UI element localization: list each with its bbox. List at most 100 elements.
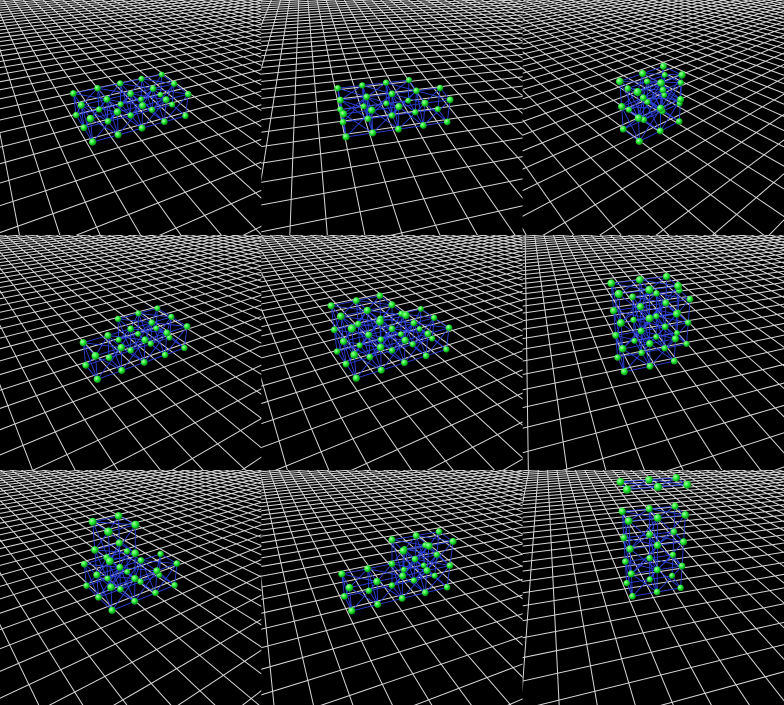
node <box>657 79 665 87</box>
node <box>416 326 423 332</box>
grid-line <box>261 235 453 260</box>
panel-background <box>0 470 262 705</box>
grid-line <box>0 470 38 475</box>
wire-edge <box>391 90 417 95</box>
grid-line <box>522 509 784 540</box>
wire-edge <box>407 80 410 101</box>
wire-edge <box>119 567 121 590</box>
wire-edge <box>184 94 189 116</box>
node <box>88 517 97 526</box>
wire-edge <box>362 84 393 95</box>
wire-edge <box>624 365 651 373</box>
wire-edge <box>343 341 371 358</box>
node <box>117 80 124 87</box>
wire-edge <box>618 293 650 319</box>
node <box>69 90 77 97</box>
wire-edge <box>404 355 427 364</box>
wire-edge <box>610 283 615 311</box>
grid-line <box>522 470 752 487</box>
wire-edge <box>120 581 141 590</box>
node <box>388 536 396 544</box>
wire-edge <box>627 81 648 89</box>
node <box>131 549 140 558</box>
grid-line <box>0 0 169 19</box>
node <box>139 102 147 110</box>
node <box>614 354 621 361</box>
node <box>405 77 413 84</box>
node <box>182 112 189 120</box>
wire-edge <box>620 481 659 488</box>
node <box>388 325 396 333</box>
node <box>431 314 438 321</box>
node <box>338 570 346 578</box>
node <box>683 340 690 348</box>
node <box>141 336 149 344</box>
wire-edge <box>426 565 451 572</box>
node <box>421 99 429 107</box>
wire-edge <box>94 549 98 575</box>
wire-edge <box>641 347 665 354</box>
wire-edge <box>120 347 123 371</box>
wire-edge <box>333 329 338 352</box>
node <box>425 542 433 550</box>
wire-edge <box>367 115 393 120</box>
node <box>635 276 644 284</box>
node <box>114 512 123 520</box>
wire-edge <box>83 564 87 586</box>
grid-line <box>261 502 523 544</box>
node <box>374 600 382 609</box>
node <box>364 115 372 123</box>
node <box>616 319 625 328</box>
wire-edge <box>141 105 144 129</box>
node <box>388 301 396 309</box>
wire-edge <box>380 318 414 324</box>
wire-edge <box>657 545 683 567</box>
node <box>359 82 366 89</box>
node <box>116 563 124 571</box>
node <box>645 314 654 323</box>
wire-edge <box>84 563 120 568</box>
wire-edge <box>151 322 188 327</box>
wire-edge <box>680 74 683 100</box>
node <box>127 112 134 119</box>
node <box>152 589 159 597</box>
node <box>135 330 141 337</box>
wire-edge <box>626 578 650 584</box>
wire-edge <box>110 586 135 602</box>
wire-edge <box>140 553 161 561</box>
wire-edge <box>166 93 189 101</box>
wire-edge <box>331 305 368 311</box>
wire-edge <box>649 508 686 516</box>
wire-edge <box>642 65 664 74</box>
wire-edge <box>349 581 377 589</box>
wire-edge <box>377 598 403 605</box>
node <box>104 118 112 125</box>
node <box>137 557 145 564</box>
node <box>108 606 116 615</box>
wire-edge <box>155 308 158 329</box>
wire-edge <box>672 531 675 555</box>
grid-line <box>0 235 75 244</box>
floor-grid <box>261 235 523 470</box>
wire-edge <box>656 569 681 589</box>
wire-edge <box>631 557 650 575</box>
wire-edge <box>634 336 657 342</box>
grid-line <box>0 2 262 38</box>
wire-edge <box>404 544 426 550</box>
wire-edge <box>618 293 622 324</box>
wire-edge <box>621 97 644 108</box>
wire-edge <box>89 118 94 143</box>
wire-edge <box>446 99 451 123</box>
wire-edge <box>423 121 448 126</box>
node <box>86 114 95 123</box>
wire-edge <box>631 573 658 593</box>
wire-edge <box>151 88 154 110</box>
node <box>612 331 620 339</box>
grid-line <box>261 235 523 274</box>
wire-edge <box>665 276 668 303</box>
grid-line <box>522 235 728 253</box>
node <box>424 330 432 338</box>
node <box>138 124 146 132</box>
node <box>333 348 341 355</box>
